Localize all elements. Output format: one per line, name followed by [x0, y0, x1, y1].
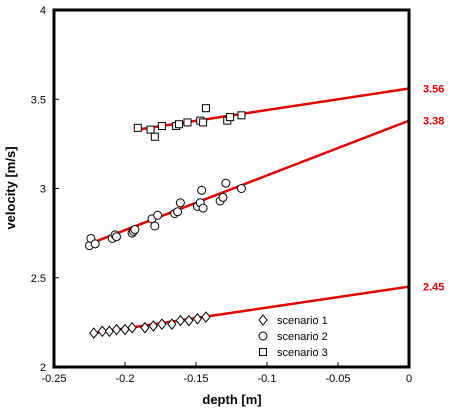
data-point-series-3 [199, 118, 208, 127]
x-axis-ticks: -0.25 -0.2 -0.15 -0.1 -0.05 0 [41, 362, 412, 385]
data-point-series-1 [127, 321, 137, 334]
fit-end-label: 3.38 [423, 116, 444, 128]
fit-line-series-3 [137, 87, 410, 131]
legend: scenario 1 scenario 2 scenario 3 [258, 314, 328, 359]
data-point-series-2 [173, 207, 183, 217]
data-point-series-1 [97, 325, 107, 338]
data-point-series-2 [153, 210, 163, 220]
data-markers [85, 104, 246, 339]
fit-end-label: 3.56 [423, 84, 444, 96]
legend-marker-diamond [258, 314, 268, 326]
data-point-series-3 [174, 120, 183, 129]
data-point-series-1 [111, 323, 122, 336]
data-point-series-3 [157, 122, 166, 131]
data-point-series-1 [148, 320, 159, 332]
data-point-series-2 [236, 184, 246, 193]
x-tick-label: 0 [406, 373, 412, 385]
fit-line-series-1 [93, 285, 410, 335]
y-tick-label: 3 [40, 184, 46, 196]
data-point-series-3 [237, 111, 246, 120]
x-tick-label: -0.15 [183, 373, 208, 385]
data-point-series-2 [90, 239, 100, 249]
y-tick-label: 2 [40, 362, 46, 374]
legend-label: scenario 1 [277, 315, 328, 327]
data-point-series-3 [133, 123, 142, 132]
y-tick-label: 3.5 [31, 94, 46, 106]
data-point-series-2 [218, 192, 228, 202]
fit-end-label: 2.45 [423, 282, 444, 294]
data-point-series-1 [192, 313, 203, 325]
data-point-series-2 [111, 232, 121, 242]
y-tick-label: 2.5 [31, 273, 46, 285]
data-point-series-3 [183, 118, 192, 127]
data-point-series-2 [221, 178, 231, 188]
data-point-series-1 [184, 314, 194, 327]
data-point-series-2 [197, 185, 207, 195]
legend-marker-square [259, 348, 267, 356]
data-point-series-2 [175, 198, 185, 208]
data-point-series-1 [175, 314, 186, 327]
data-point-series-3 [226, 113, 235, 122]
fit-end-labels: 3.56 3.38 2.45 [423, 84, 444, 294]
data-point-series-3 [150, 132, 159, 141]
data-point-series-1 [89, 327, 99, 339]
data-point-series-1 [167, 318, 177, 330]
data-point-series-3 [146, 125, 155, 134]
data-point-series-1 [140, 321, 150, 334]
legend-marker-circle [258, 331, 268, 341]
data-point-series-1 [120, 323, 130, 336]
data-point-series-3 [201, 104, 210, 113]
x-tick-label: -0.1 [258, 373, 277, 385]
x-tick-label: -0.05 [325, 373, 350, 385]
y-axis-label: velocity [m/s] [3, 146, 18, 229]
data-point-series-1 [201, 311, 211, 323]
legend-label: scenario 2 [277, 331, 328, 343]
fit-line-series-2 [89, 119, 410, 246]
x-tick-label: -0.2 [116, 373, 135, 385]
data-point-series-2 [198, 203, 208, 213]
legend-label: scenario 3 [277, 347, 328, 359]
y-axis-ticks: 2 2.5 3 3.5 4 [31, 5, 59, 374]
x-axis-label: depth [m] [202, 392, 261, 407]
x-tick-label: -0.25 [41, 373, 66, 385]
y-tick-label: 4 [40, 5, 46, 17]
data-point-series-1 [157, 318, 167, 330]
data-point-series-2 [150, 221, 160, 231]
data-point-series-2 [130, 225, 140, 235]
data-point-series-1 [104, 325, 115, 338]
